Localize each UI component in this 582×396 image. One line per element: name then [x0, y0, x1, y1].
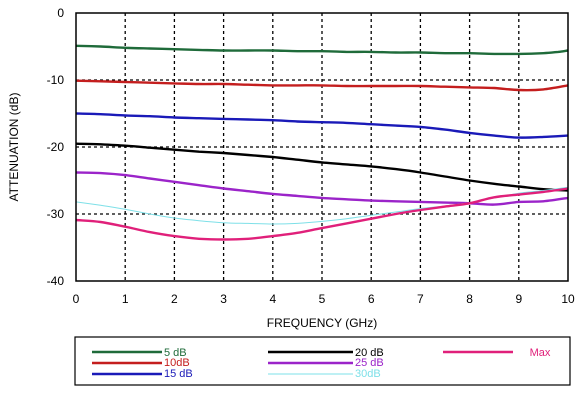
series-line-20db	[75, 142, 569, 192]
y-tick-label: -10	[47, 73, 65, 87]
series-line-5db	[75, 44, 569, 56]
series-lines	[75, 44, 569, 241]
x-tick-label: 1	[122, 292, 129, 306]
x-tick-label: 2	[171, 292, 178, 306]
x-tick-label: 9	[515, 292, 522, 306]
legend-label-20db: 20 dB	[355, 347, 384, 359]
x-tick-label: 0	[73, 292, 80, 306]
legend-label-30db: 30dB	[355, 368, 381, 380]
series-line-25db	[75, 171, 569, 206]
legend-label-max: Max	[530, 347, 551, 359]
plot-frame	[75, 12, 569, 282]
legend-label-25db: 25 dB	[355, 357, 384, 369]
y-tick-labels: 0 -10 -20 -30 -40	[47, 6, 65, 288]
x-tick-label: 8	[466, 292, 473, 306]
y-tick-label: -40	[47, 274, 65, 288]
series-line-15db	[75, 112, 569, 139]
x-tick-label: 3	[220, 292, 227, 306]
y-tick-label: -20	[47, 140, 65, 154]
x-tick-label: 10	[561, 292, 575, 306]
legend-box	[74, 336, 571, 386]
legend-label-5db: 5 dB	[164, 347, 187, 359]
y-tick-label: 0	[57, 6, 64, 20]
grid	[76, 13, 568, 281]
x-axis-title: FREQUENCY (GHz)	[267, 316, 377, 330]
x-tick-labels: 0 1 2 3 4 5 6 7 8 9 10	[73, 292, 575, 306]
series-line-10db	[75, 79, 569, 92]
y-axis-title: ATTENUATION (dB)	[7, 93, 21, 202]
x-tick-label: 4	[269, 292, 276, 306]
legend-label-10db: 10dB	[164, 357, 190, 369]
legend-label-15db: 15 dB	[164, 368, 193, 380]
series-line-max	[75, 187, 569, 241]
y-tick-label: -30	[47, 207, 65, 221]
x-tick-label: 7	[417, 292, 424, 306]
x-tick-label: 5	[319, 292, 326, 306]
x-tick-label: 6	[368, 292, 375, 306]
